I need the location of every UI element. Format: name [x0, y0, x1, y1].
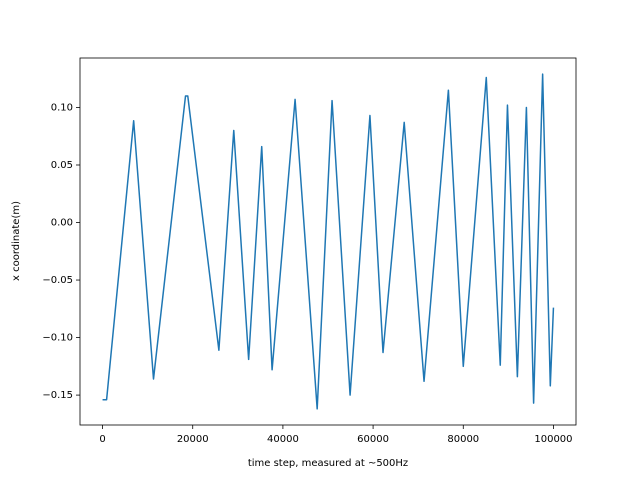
x-tick-label: 40000	[267, 434, 299, 445]
x-tick-label: 100000	[534, 434, 572, 445]
plot-frame	[79, 57, 577, 426]
x-axis-label: time step, measured at ~500Hz	[248, 458, 408, 469]
y-tick-label: 0.05	[51, 160, 73, 171]
x-tick-label: 60000	[357, 434, 389, 445]
x-tick-label: 20000	[177, 434, 209, 445]
y-tick-label: 0.00	[51, 218, 73, 229]
data-line	[102, 73, 555, 410]
y-axis-label: x coordinate(m)	[11, 201, 22, 281]
y-tick-label: −0.05	[42, 275, 73, 286]
x-tick-label: 80000	[447, 434, 479, 445]
y-tick-label: 0.10	[51, 102, 73, 113]
x-tick-label: 0	[99, 434, 105, 445]
y-tick-label: −0.15	[42, 390, 73, 401]
y-tick-label: −0.10	[42, 333, 73, 344]
